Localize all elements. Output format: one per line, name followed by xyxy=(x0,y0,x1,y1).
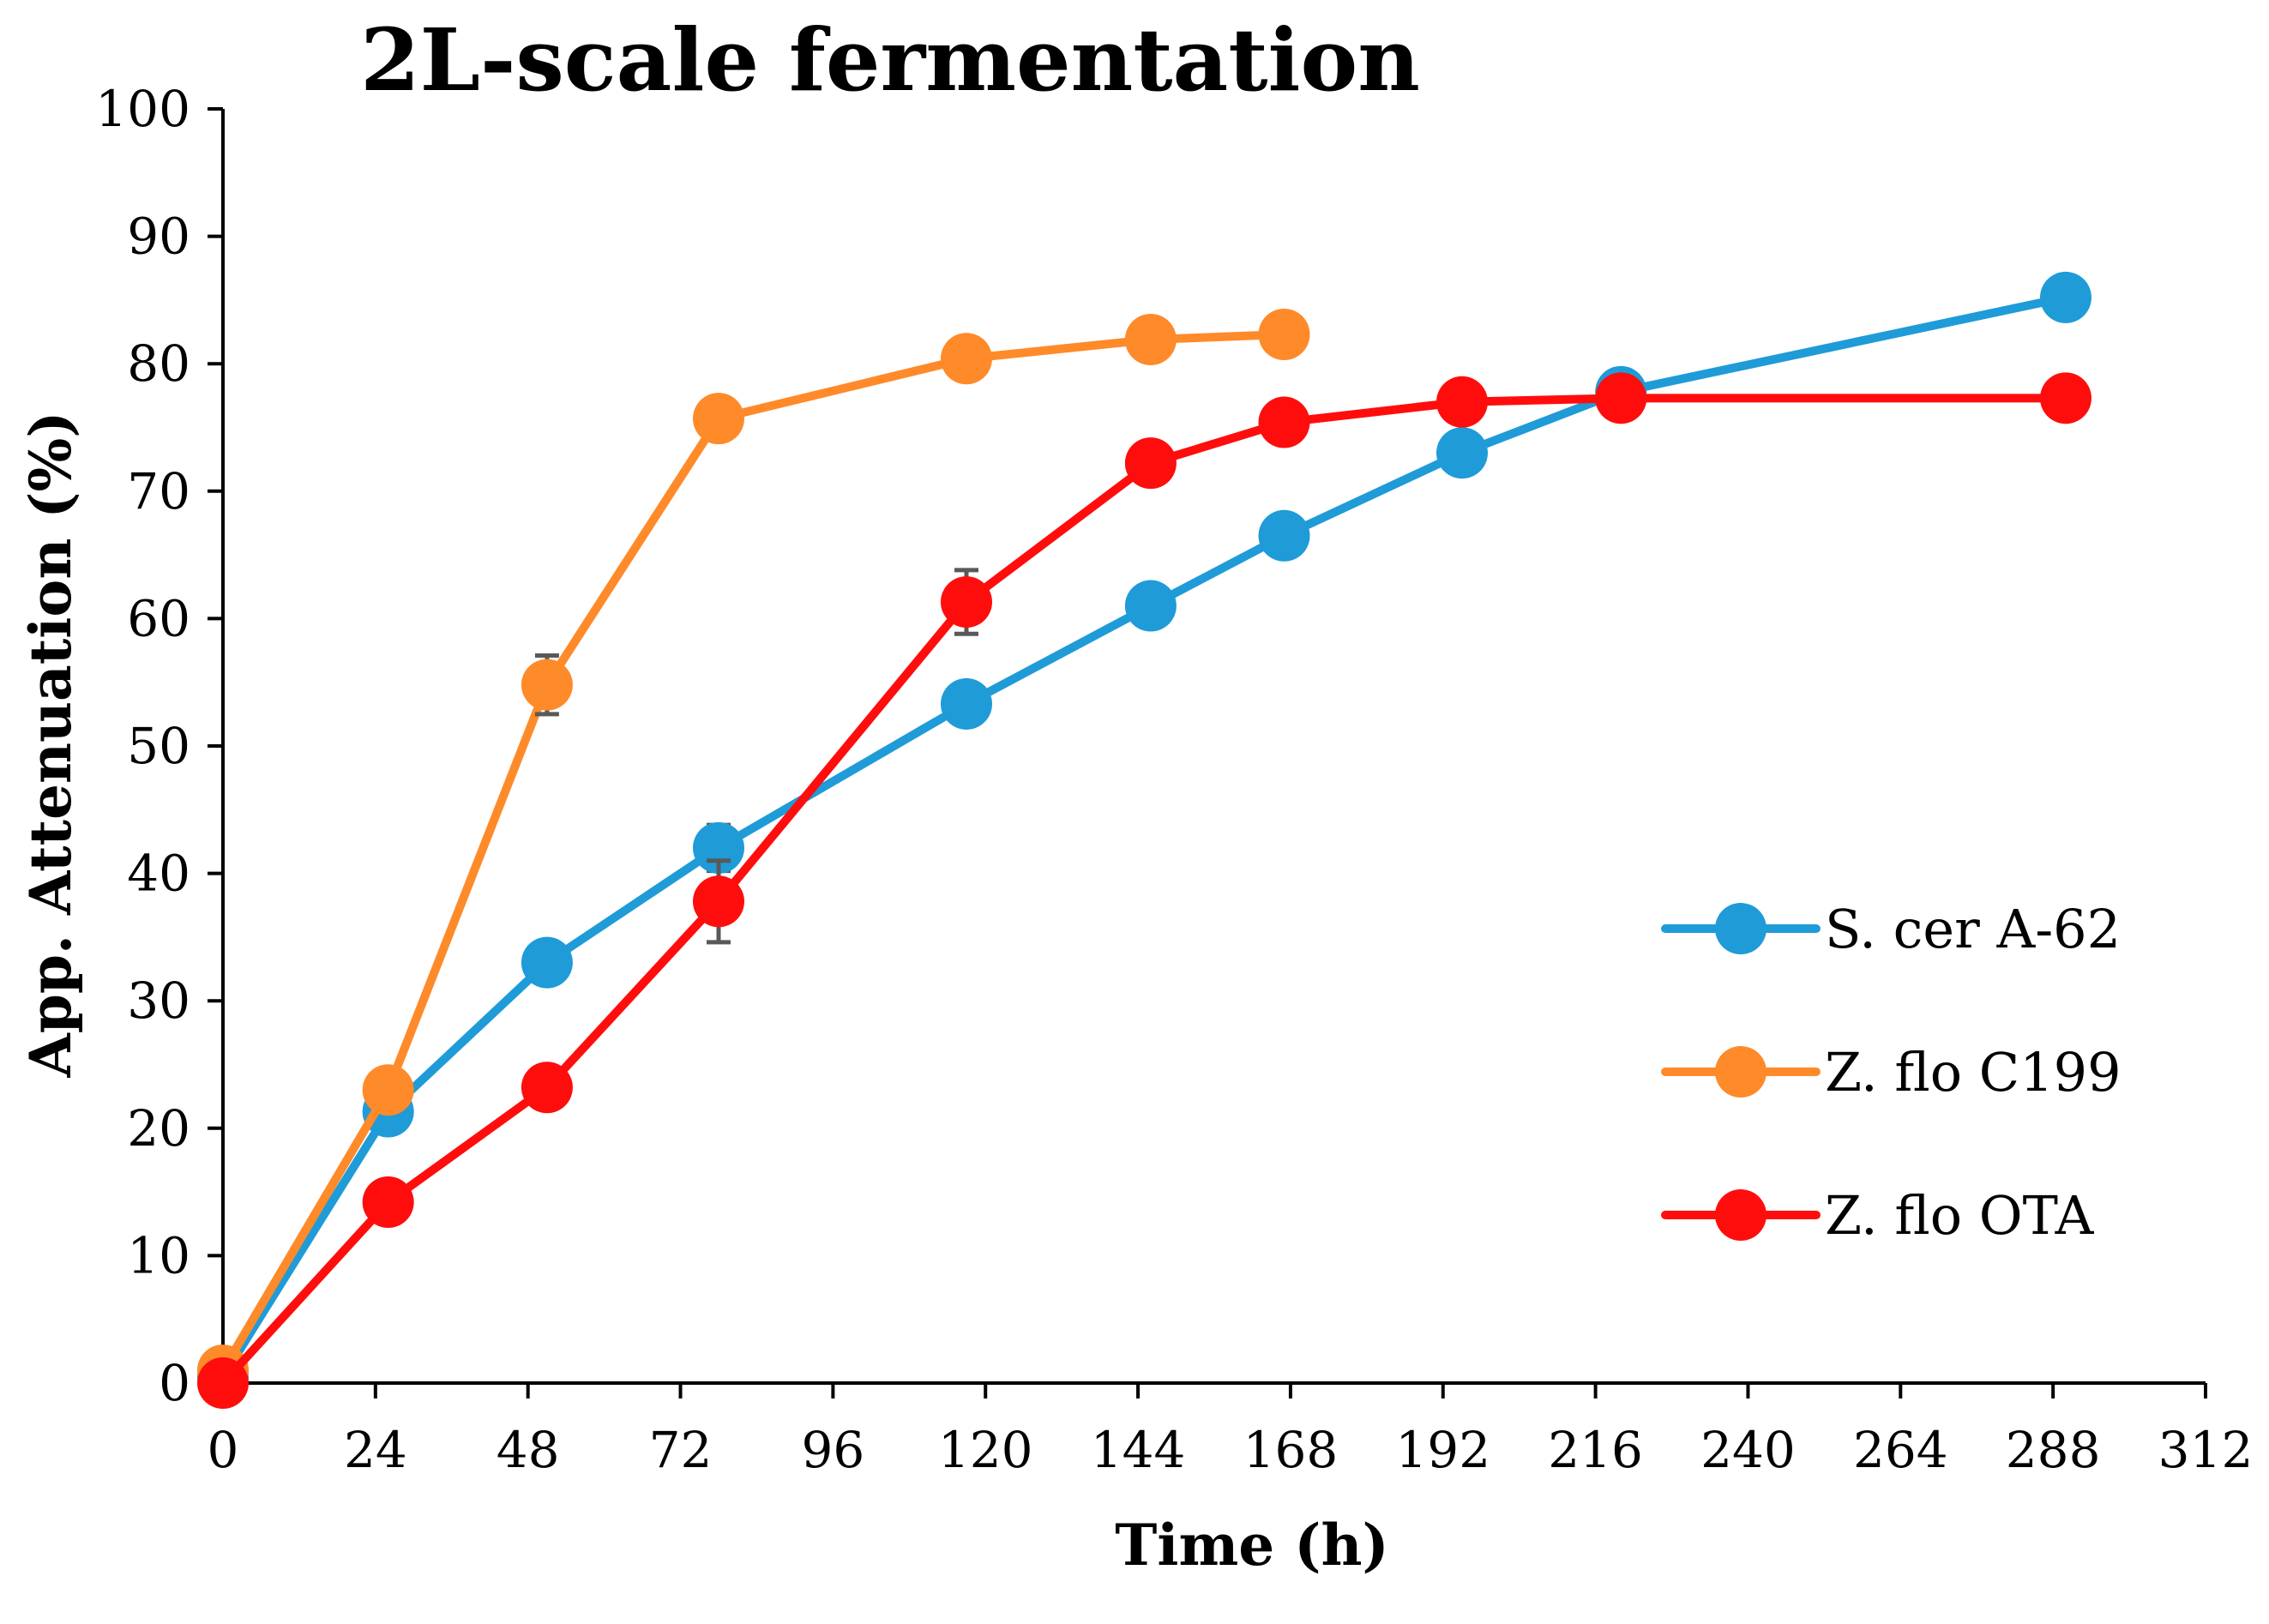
x-tick-label: 144 xyxy=(1091,1421,1186,1479)
series-layer xyxy=(197,271,2091,1409)
series-2 xyxy=(197,372,2091,1409)
y-tick-label: 0 xyxy=(159,1354,190,1412)
y-axis-label: App. Attenuation (%) xyxy=(17,412,84,1079)
data-point xyxy=(521,936,573,989)
x-tick-label: 312 xyxy=(2158,1421,2254,1479)
x-axis-label: Time (h) xyxy=(1115,1512,1388,1579)
data-point xyxy=(941,576,992,629)
data-point xyxy=(693,393,744,445)
data-point xyxy=(197,1357,249,1409)
x-tick-label: 72 xyxy=(649,1421,713,1479)
y-tick-label: 50 xyxy=(127,717,190,775)
data-point xyxy=(693,821,744,874)
y-tick-label: 60 xyxy=(127,589,190,647)
data-point xyxy=(1258,396,1310,448)
data-point xyxy=(1436,376,1488,428)
y-tick-label: 90 xyxy=(127,208,190,266)
legend: S. cer A-62 Z. flo C199 Z. flo OTA xyxy=(1661,898,2122,1247)
x-axis: 0 24 48 72 96 120 144 168 192 216 240 264 288 312 xyxy=(208,1381,2254,1479)
series-line xyxy=(219,394,2070,1387)
x-tick-label: 264 xyxy=(1853,1421,1948,1479)
data-point xyxy=(1436,427,1488,479)
x-tick-label: 192 xyxy=(1395,1421,1490,1479)
y-tick-label: 30 xyxy=(127,971,190,1030)
legend-item: Z. flo OTA xyxy=(1661,1184,2095,1247)
data-point xyxy=(1124,313,1177,365)
data-point xyxy=(2039,271,2091,323)
data-point xyxy=(362,1176,414,1228)
y-tick-label: 100 xyxy=(95,80,190,138)
data-point xyxy=(693,875,744,928)
series-1 xyxy=(197,309,1310,1397)
chart-title: 2L-scale fermentation xyxy=(360,9,1420,111)
data-point xyxy=(1258,309,1310,361)
x-tick-label: 96 xyxy=(801,1421,864,1479)
y-tick-label: 80 xyxy=(127,334,190,393)
series-line xyxy=(219,292,2070,1381)
legend-swatch-marker xyxy=(1715,1046,1766,1098)
data-point xyxy=(1124,437,1177,490)
x-tick-label: 0 xyxy=(208,1421,239,1479)
data-point xyxy=(1595,372,1647,424)
y-tick-label: 70 xyxy=(127,462,190,520)
x-tick-label: 288 xyxy=(2006,1421,2101,1479)
x-tick-label: 168 xyxy=(1243,1421,1339,1479)
legend-swatch-marker xyxy=(1715,1189,1766,1241)
data-point xyxy=(521,659,573,711)
data-point xyxy=(941,333,992,385)
data-point xyxy=(521,1062,573,1114)
legend-swatch-marker xyxy=(1715,903,1766,954)
y-tick-label: 10 xyxy=(127,1226,190,1284)
x-tick-label: 240 xyxy=(1700,1421,1796,1479)
data-point xyxy=(1124,580,1177,632)
x-tick-label: 216 xyxy=(1548,1421,1643,1479)
x-tick-label: 48 xyxy=(497,1421,560,1479)
legend-item: Z. flo C199 xyxy=(1661,1041,2122,1104)
data-point xyxy=(941,677,992,730)
y-tick-label: 40 xyxy=(127,845,190,903)
data-point xyxy=(2039,372,2091,424)
legend-label: Z. flo OTA xyxy=(1825,1184,2095,1247)
legend-label: S. cer A-62 xyxy=(1825,898,2121,960)
data-point xyxy=(1258,509,1310,562)
y-tick-label: 20 xyxy=(127,1099,190,1158)
x-tick-label: 120 xyxy=(938,1421,1033,1479)
legend-label: Z. flo C199 xyxy=(1825,1041,2122,1104)
data-point xyxy=(362,1064,414,1116)
x-tick-label: 24 xyxy=(344,1421,407,1479)
legend-item: S. cer A-62 xyxy=(1661,898,2121,960)
y-axis: 0 10 20 30 40 50 60 70 80 90 100 xyxy=(95,80,225,1412)
